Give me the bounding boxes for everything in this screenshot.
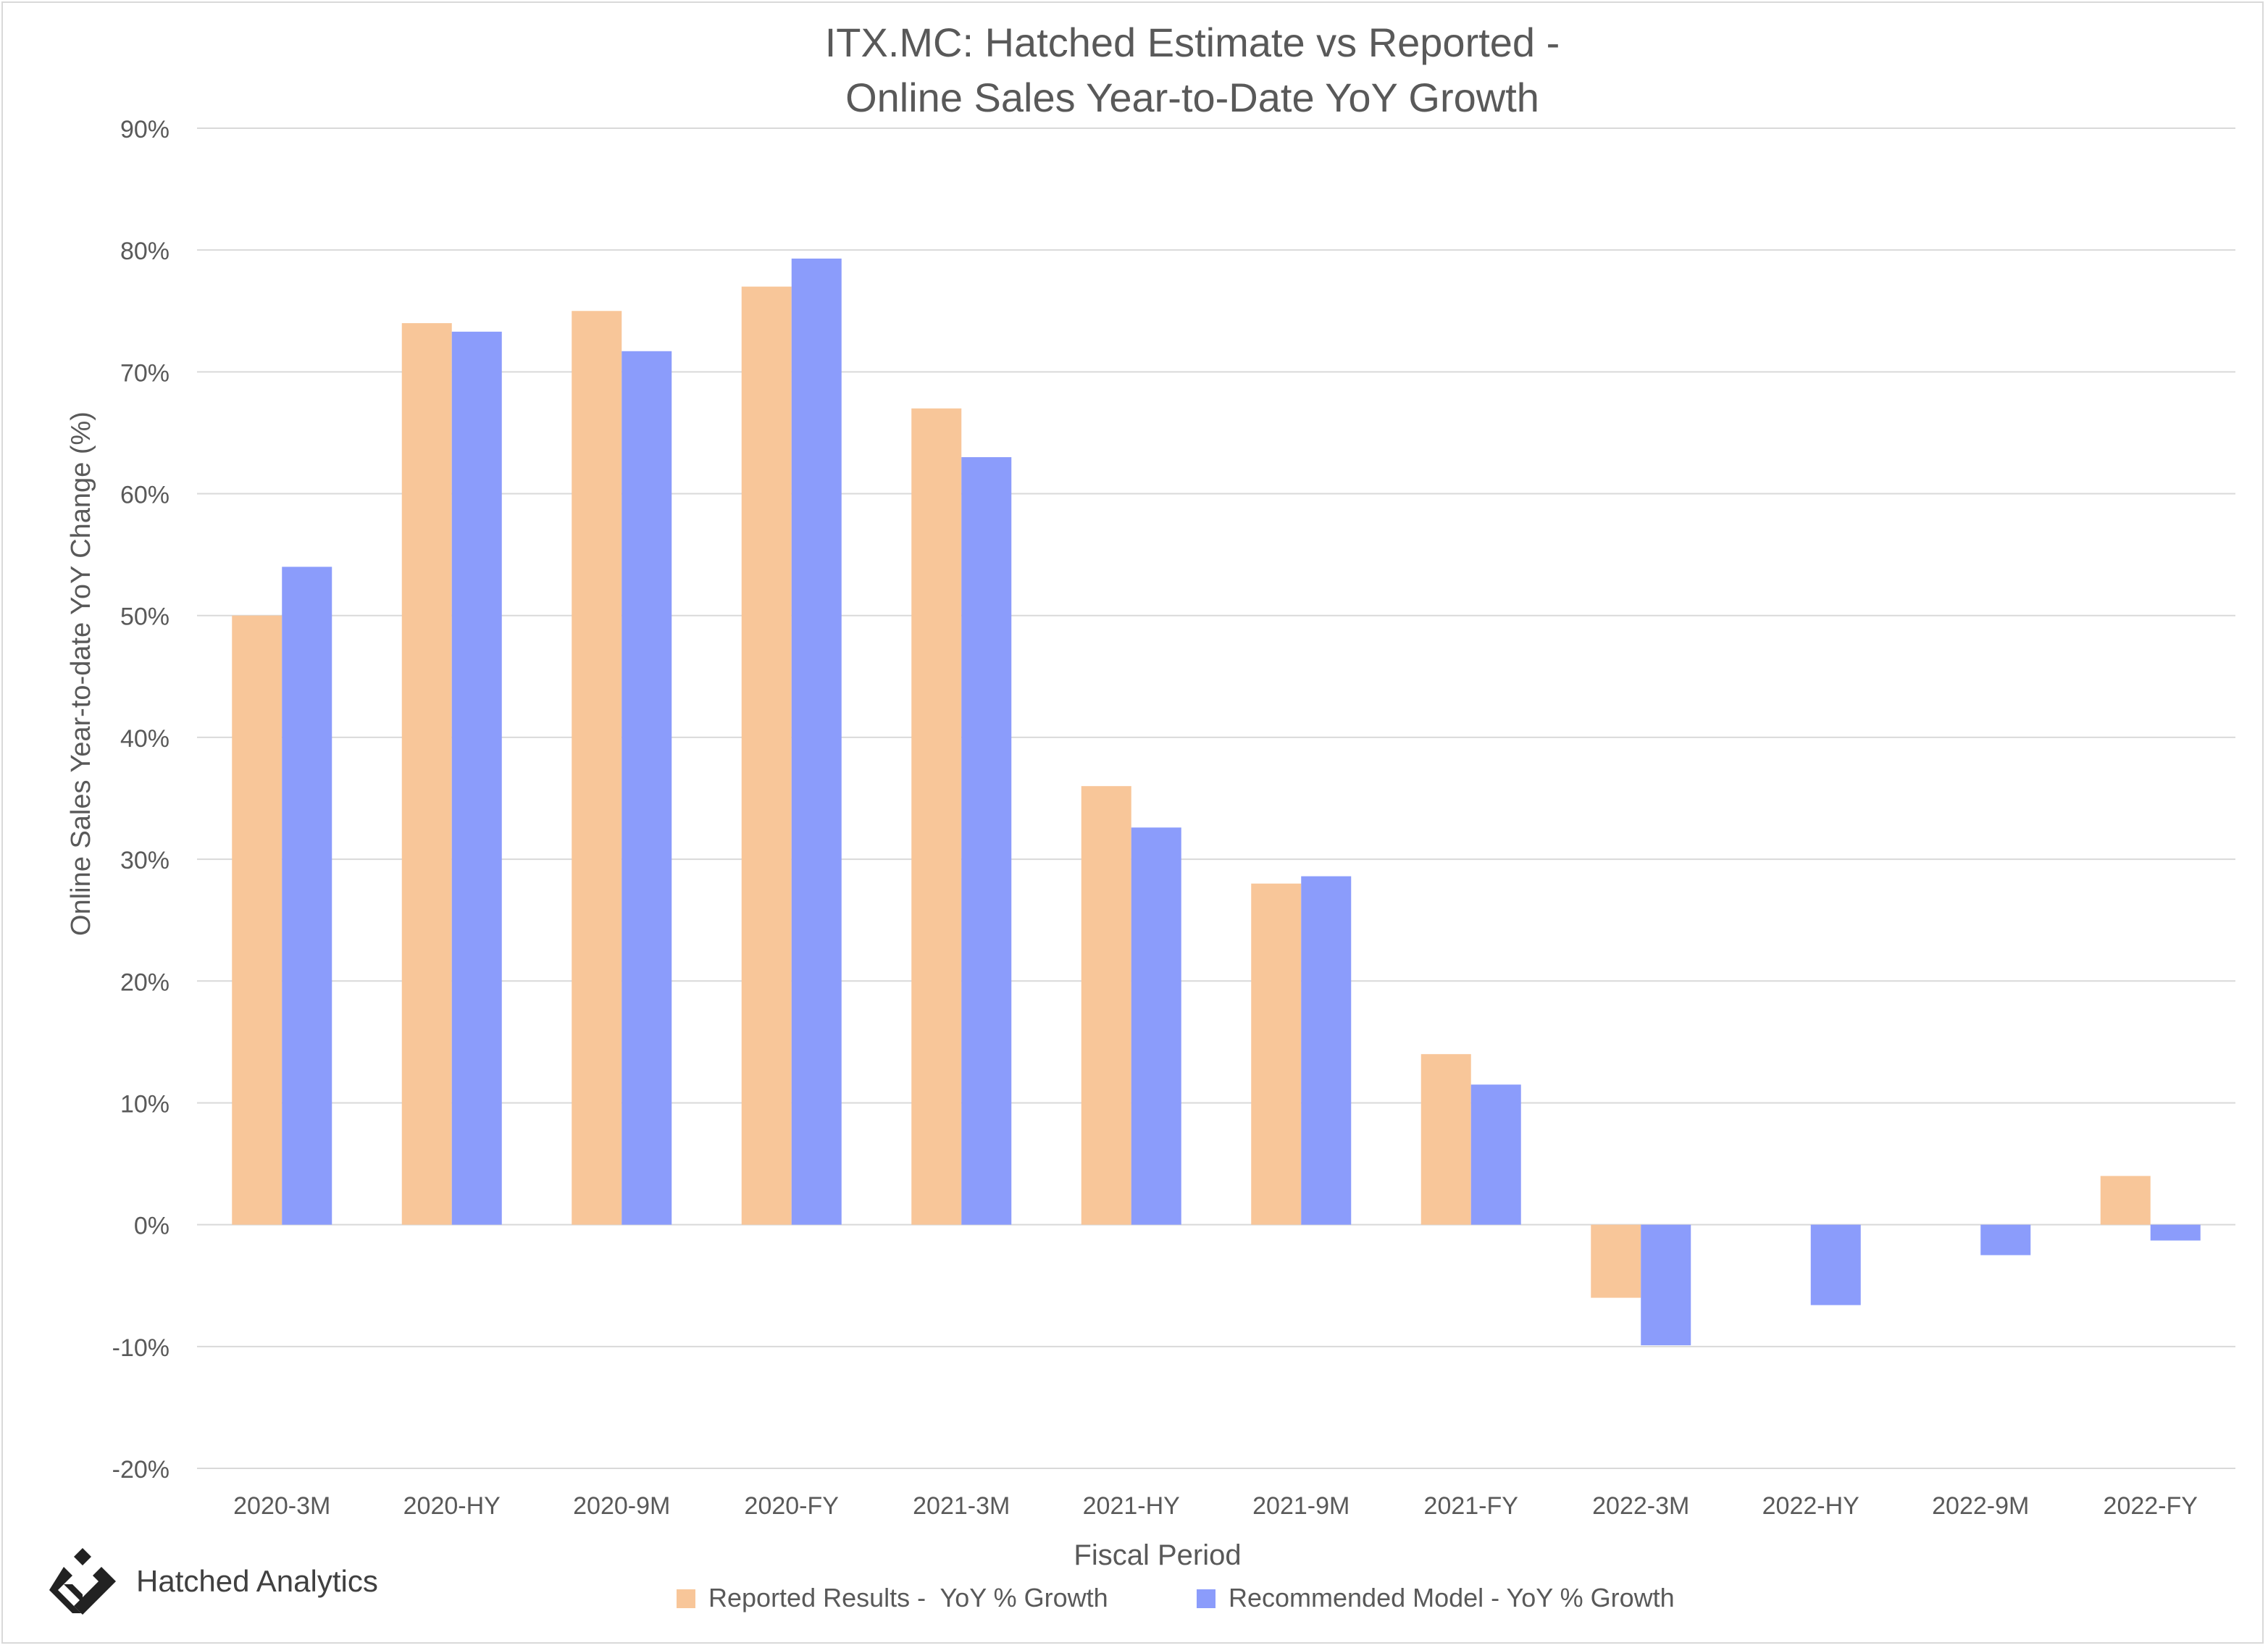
y-tick-label: 90%	[120, 116, 170, 143]
y-tick-label: 50%	[120, 603, 170, 631]
x-tick-label: 2020-HY	[403, 1492, 501, 1520]
legend-swatch-reported	[677, 1589, 695, 1608]
bar-recommended-2021-HY	[1131, 827, 1181, 1225]
x-tick-label: 2022-3M	[1592, 1492, 1689, 1520]
x-tick-label: 2020-3M	[233, 1492, 330, 1520]
y-tick-label: -20%	[112, 1456, 170, 1484]
bar-recommended-2022-FY	[2150, 1224, 2201, 1241]
bar-recommended-2020-FY	[791, 258, 842, 1225]
brand-name: Hatched Analytics	[136, 1564, 378, 1598]
y-tick-label: 0%	[134, 1213, 170, 1240]
y-tick-label: 40%	[120, 725, 170, 753]
bar-reported-2022-3M	[1591, 1224, 1641, 1298]
bar-recommended-2020-HY	[451, 331, 502, 1225]
x-tick-label: 2021-9M	[1252, 1492, 1349, 1520]
bar-recommended-2020-9M	[622, 351, 672, 1225]
x-axis-label: Fiscal Period	[1074, 1539, 1241, 1571]
y-tick-label: 10%	[120, 1090, 170, 1118]
bar-recommended-2021-FY	[1470, 1084, 1521, 1225]
hatched-diamond-logo-icon	[49, 1548, 116, 1615]
bar-reported-2020-9M	[572, 311, 622, 1225]
bar-reported-2021-FY	[1420, 1054, 1471, 1225]
y-tick-label: 20%	[120, 969, 170, 996]
bar-reported-2021-HY	[1081, 786, 1131, 1225]
y-axis-label: Online Sales Year-to-date YoY Change (%)	[66, 411, 96, 936]
y-tick-label: 30%	[120, 847, 170, 874]
bar-recommended-2021-9M	[1301, 876, 1352, 1225]
y-tick-label: 80%	[120, 238, 170, 265]
y-tick-label: -10%	[112, 1334, 170, 1362]
y-tick-label: 70%	[120, 359, 170, 387]
bar-recommended-2022-3M	[1641, 1224, 1691, 1346]
chart-title-line-1: ITX.MC: Hatched Estimate vs Reported -	[825, 20, 1560, 65]
bar-recommended-2021-3M	[961, 457, 1012, 1225]
bar-reported-2021-3M	[911, 408, 962, 1225]
legend-label-recommended: Recommended Model - YoY % Growth	[1229, 1583, 1675, 1613]
chart-title-line-2: Online Sales Year-to-Date YoY Growth	[845, 75, 1539, 120]
bar-reported-2020-HY	[401, 323, 452, 1225]
bar-reported-2020-3M	[232, 615, 283, 1225]
bar-reported-2020-FY	[741, 286, 792, 1225]
x-tick-label: 2021-3M	[913, 1492, 1010, 1520]
legend-swatch-recommended	[1197, 1589, 1215, 1608]
bar-reported-2021-9M	[1251, 883, 1302, 1225]
bar-reported-2022-FY	[2100, 1176, 2151, 1225]
bar-recommended-2020-3M	[282, 566, 332, 1225]
x-tick-label: 2021-HY	[1083, 1492, 1180, 1520]
x-tick-label: 2022-9M	[1932, 1492, 2029, 1520]
bar-recommended-2022-HY	[1810, 1224, 1861, 1305]
x-tick-label: 2022-HY	[1762, 1492, 1859, 1520]
y-tick-label: 60%	[120, 482, 170, 509]
legend: Reported Results - YoY % Growth Recommen…	[677, 1583, 1675, 1613]
brand-logo: Hatched Analytics	[48, 1547, 378, 1616]
x-tick-label: 2020-9M	[573, 1492, 670, 1520]
x-tick-label: 2021-FY	[1424, 1492, 1518, 1520]
legend-label-reported: Reported Results - YoY % Growth	[708, 1583, 1108, 1613]
bar-recommended-2022-9M	[1980, 1224, 2031, 1255]
x-tick-label: 2022-FY	[2104, 1492, 2198, 1520]
x-tick-label: 2020-FY	[745, 1492, 839, 1520]
